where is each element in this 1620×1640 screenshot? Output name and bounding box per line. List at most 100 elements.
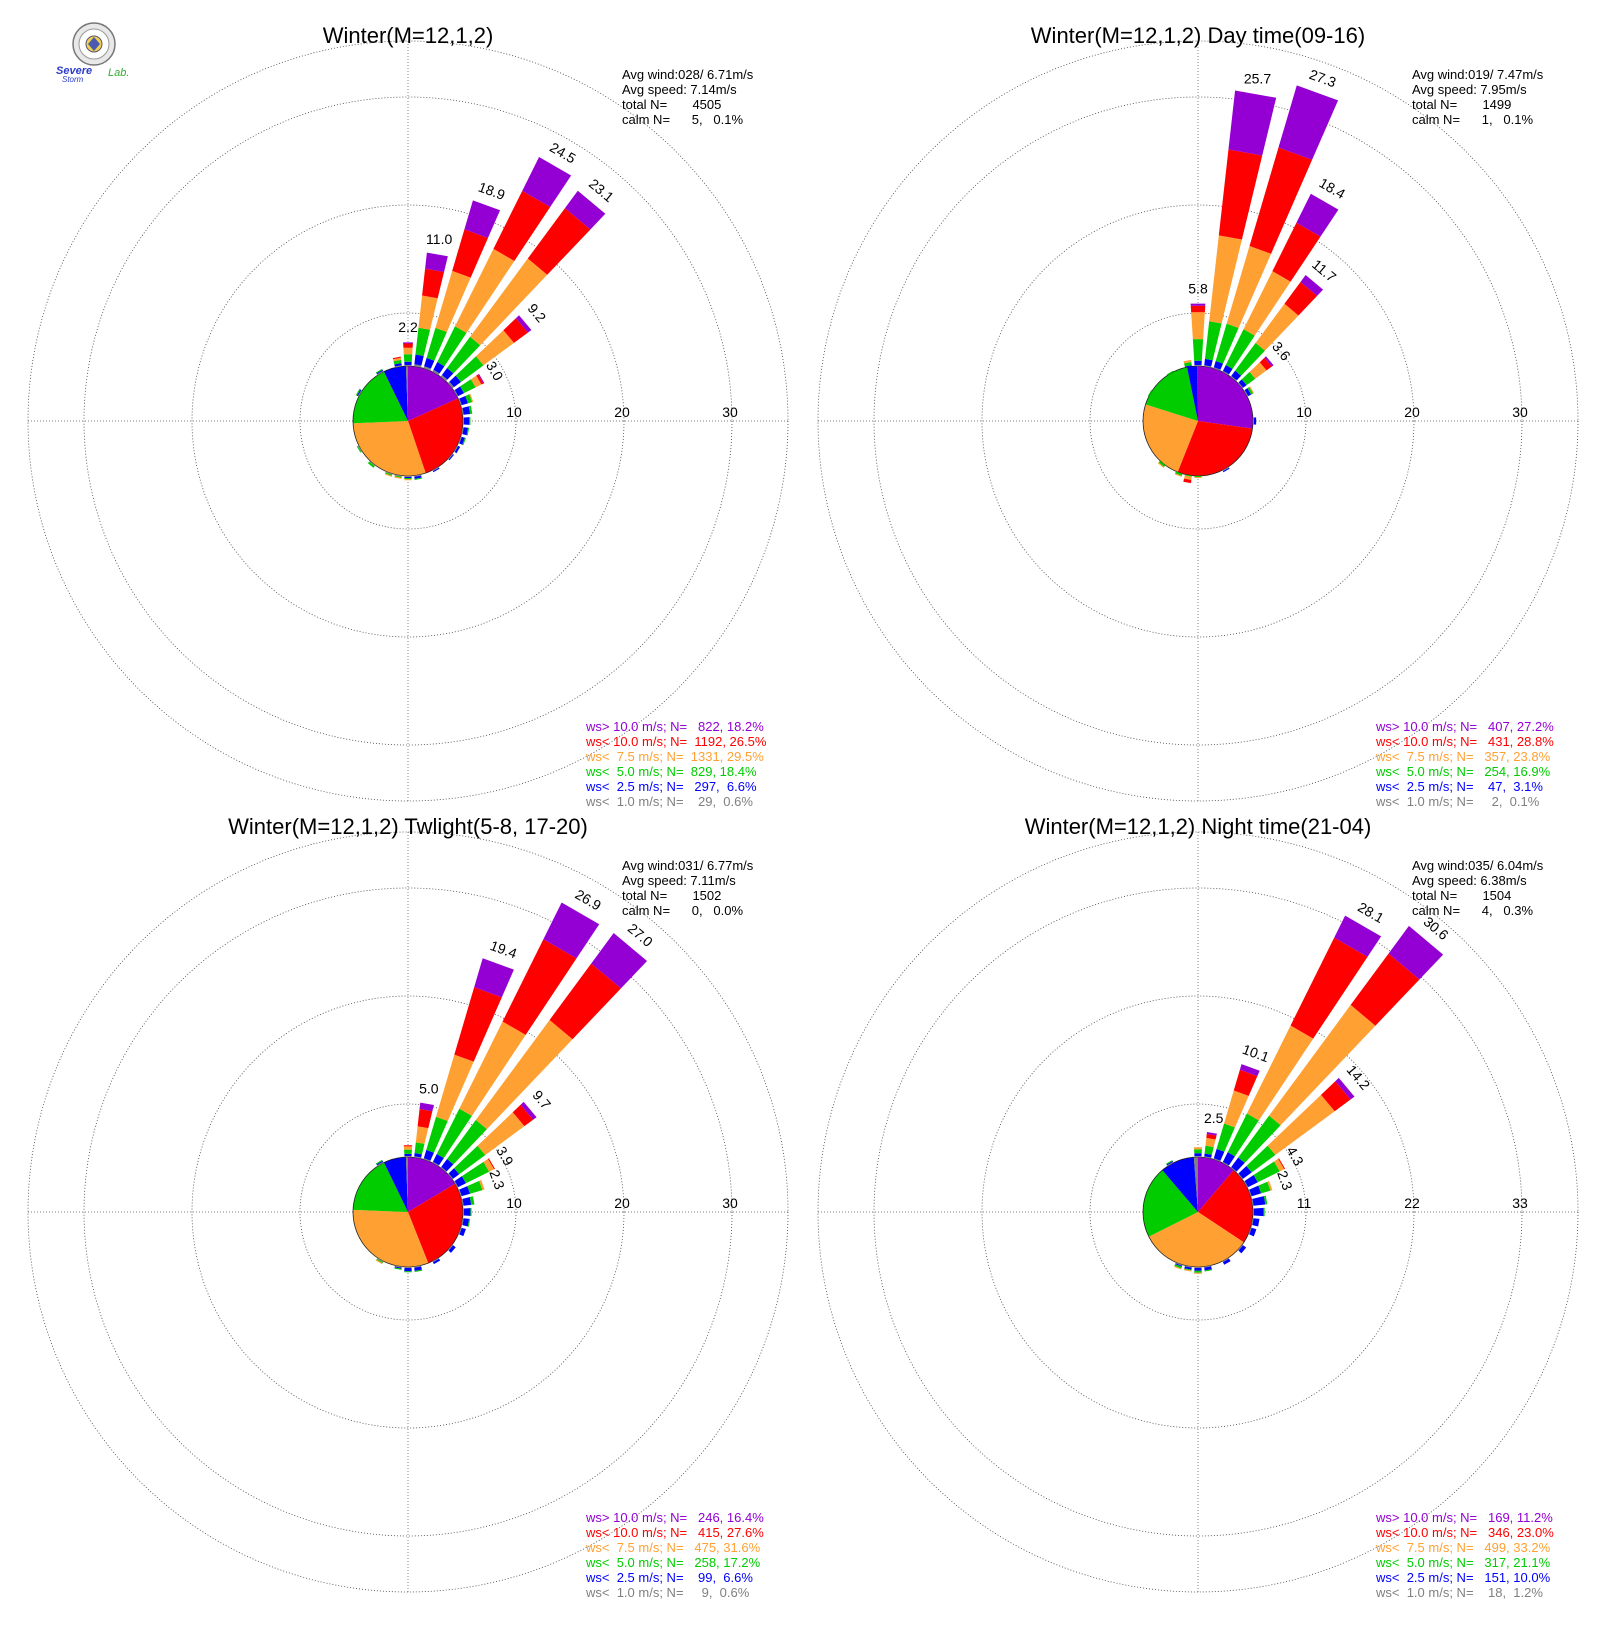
ring-circle-1 bbox=[299, 1103, 517, 1321]
petal-segment bbox=[452, 229, 488, 278]
petal-segment bbox=[394, 474, 402, 477]
petal-segment bbox=[1296, 193, 1339, 237]
petal-segment bbox=[1253, 1161, 1280, 1183]
petal-segment bbox=[417, 1109, 433, 1129]
petal-segment bbox=[424, 357, 435, 369]
petal-label: 4.3 bbox=[1283, 1143, 1307, 1168]
petal-segment bbox=[1222, 466, 1230, 472]
pie-slice bbox=[1193, 1157, 1198, 1212]
petal-segment bbox=[474, 958, 514, 998]
petal-label: 3.9 bbox=[493, 1144, 517, 1169]
petal-segment bbox=[414, 1156, 422, 1159]
ring-circle-1 bbox=[1089, 312, 1307, 530]
petal-segment bbox=[1249, 386, 1255, 394]
petal-label: 26.9 bbox=[572, 886, 604, 914]
petal-segment bbox=[394, 363, 402, 367]
petal-segment bbox=[385, 472, 393, 476]
petal-segment bbox=[1321, 1081, 1351, 1112]
petal-segment bbox=[1334, 915, 1382, 957]
petal-segment bbox=[1247, 386, 1254, 395]
petal-label: 2.5 bbox=[1204, 1110, 1224, 1126]
petal-segment bbox=[414, 1269, 423, 1273]
petal-segment bbox=[376, 1160, 384, 1166]
petal-segment bbox=[1194, 1266, 1202, 1268]
petal-segment bbox=[1226, 245, 1272, 329]
petal-segment bbox=[415, 327, 431, 356]
petal-label: 19.4 bbox=[488, 937, 519, 961]
petal-segment bbox=[1264, 356, 1274, 367]
petal-segment bbox=[1174, 473, 1182, 477]
petal-segment bbox=[404, 1267, 412, 1272]
petal-segment bbox=[414, 1266, 422, 1271]
legend-entry: ws> 10.0 m/s; N= 169, 11.2% bbox=[1375, 1510, 1553, 1525]
petal-segment bbox=[414, 364, 422, 368]
petal-segment bbox=[1206, 1133, 1217, 1140]
legend-entry: ws> 10.0 m/s; N= 246, 16.4% bbox=[585, 1510, 764, 1525]
legend-entry: ws< 2.5 m/s; N= 151, 10.0% bbox=[1375, 1570, 1551, 1585]
petal-segment bbox=[1184, 1265, 1192, 1268]
petal-segment bbox=[432, 1154, 444, 1166]
petal-segment bbox=[468, 405, 473, 415]
pie-slice bbox=[353, 421, 426, 476]
petal-segment bbox=[1192, 339, 1204, 361]
ring-circle-2 bbox=[191, 995, 625, 1429]
petal-segment bbox=[591, 933, 648, 989]
petal-label: 5.0 bbox=[419, 1081, 439, 1097]
petal-segment bbox=[475, 1019, 573, 1130]
petal-segment bbox=[376, 369, 384, 375]
pie-slice bbox=[408, 1157, 456, 1212]
petal-segment bbox=[1300, 275, 1324, 296]
petal-segment bbox=[1206, 1131, 1217, 1136]
petal-segment bbox=[455, 356, 484, 382]
petal-segment bbox=[404, 479, 412, 481]
petal-segment bbox=[459, 1021, 526, 1116]
petal-segment bbox=[462, 427, 469, 436]
petal-segment bbox=[454, 987, 502, 1062]
petal-segment bbox=[1243, 1181, 1249, 1188]
ring-circle-3 bbox=[873, 887, 1523, 1537]
legend-entry: ws< 2.5 m/s; N= 47, 3.1% bbox=[1375, 779, 1543, 794]
petal-segment bbox=[440, 1166, 447, 1173]
petal-segment bbox=[394, 475, 402, 478]
chart-title: Winter(M=12,1,2) Night time(21-04) bbox=[1025, 814, 1372, 839]
petal-segment bbox=[394, 1266, 402, 1269]
petal-segment bbox=[1267, 1180, 1273, 1191]
petal-segment bbox=[376, 1161, 384, 1167]
petal-segment bbox=[1228, 90, 1277, 156]
ring-circle-1 bbox=[1089, 1103, 1307, 1321]
petal-segment bbox=[376, 1257, 384, 1263]
petal-segment bbox=[440, 374, 448, 382]
stats-line: Avg wind:019/ 7.47m/s bbox=[1412, 67, 1544, 82]
petal-segment bbox=[384, 473, 392, 477]
petal-segment bbox=[1166, 370, 1174, 376]
pie-slice bbox=[1145, 367, 1198, 421]
petal-segment bbox=[1253, 417, 1257, 425]
petal-segment bbox=[423, 1158, 431, 1162]
petal-segment bbox=[403, 354, 413, 362]
petal-segment bbox=[1194, 1149, 1202, 1154]
petal-segment bbox=[1183, 478, 1192, 484]
petal-segment bbox=[503, 318, 528, 343]
pie-slice bbox=[1148, 1212, 1244, 1267]
petal-segment bbox=[522, 156, 572, 207]
petal-segment bbox=[1249, 362, 1267, 379]
petal-label: 11.7 bbox=[1309, 256, 1340, 285]
petal-segment bbox=[478, 373, 485, 384]
legend-entry: ws> 10.0 m/s; N= 407, 27.2% bbox=[1375, 719, 1554, 734]
petal-segment bbox=[459, 1186, 471, 1197]
pie-slice bbox=[405, 1157, 408, 1212]
petal-segment bbox=[461, 1161, 490, 1184]
petal-segment bbox=[1216, 1123, 1235, 1152]
petal-segment bbox=[403, 347, 413, 355]
petal-segment bbox=[375, 368, 383, 374]
petal-segment bbox=[1157, 462, 1165, 468]
petal-segment bbox=[355, 388, 361, 396]
pie-slice bbox=[1187, 366, 1198, 421]
windrose-panel-2: 10 20 305.825.7 27.318.411.73.6Winter(M=12,… bbox=[817, 23, 1579, 809]
petal-segment bbox=[477, 1112, 525, 1156]
petal-segment bbox=[426, 327, 447, 361]
petal-segment bbox=[449, 375, 461, 388]
petal-segment bbox=[1269, 1004, 1376, 1126]
pie-slice bbox=[408, 398, 463, 474]
pie-slice bbox=[405, 366, 408, 421]
